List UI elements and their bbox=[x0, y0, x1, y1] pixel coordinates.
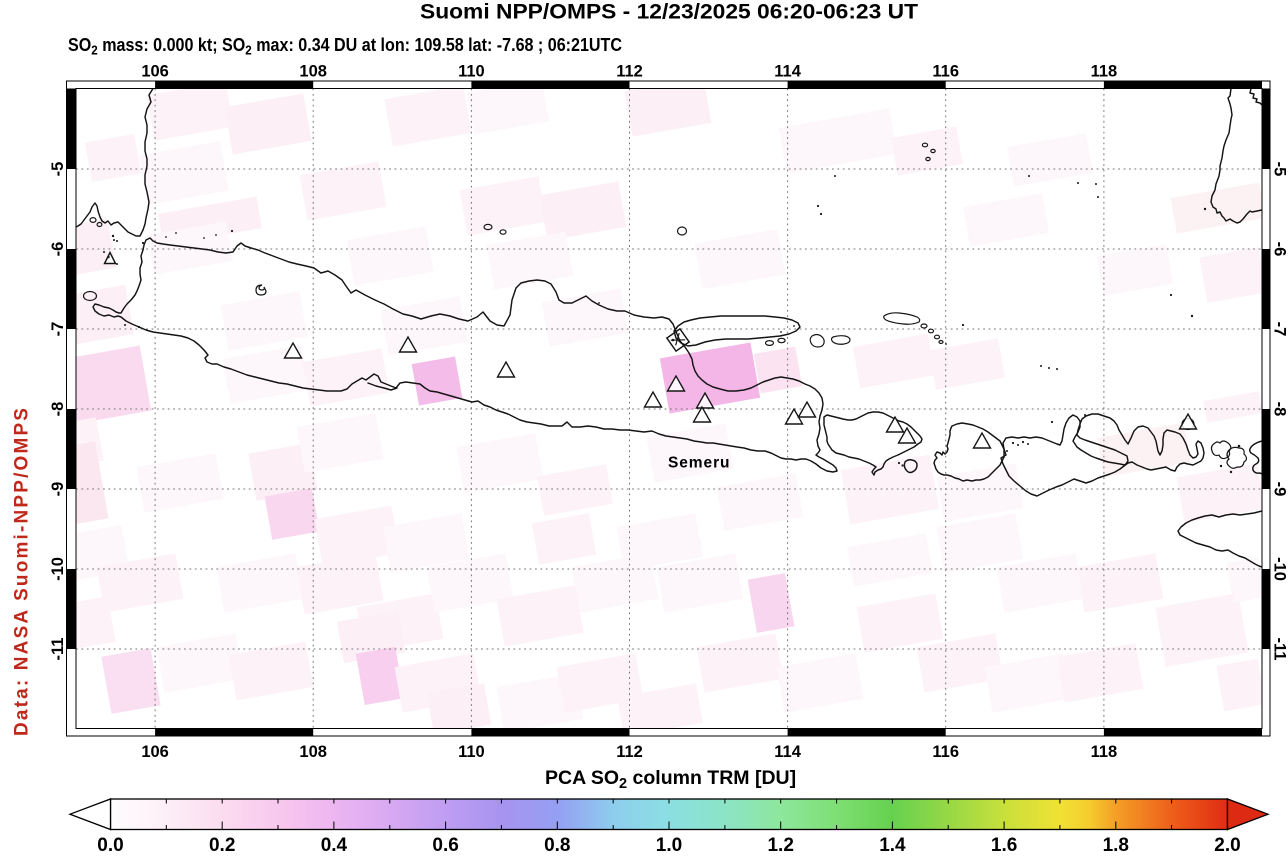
svg-text:118: 118 bbox=[1091, 63, 1118, 81]
svg-text:1.2: 1.2 bbox=[767, 835, 793, 855]
svg-text:110: 110 bbox=[458, 63, 485, 81]
svg-text:-7: -7 bbox=[49, 322, 67, 337]
svg-text:106: 106 bbox=[141, 63, 169, 81]
svg-text:0.6: 0.6 bbox=[432, 835, 458, 855]
svg-text:-11: -11 bbox=[1271, 638, 1288, 661]
svg-text:116: 116 bbox=[932, 743, 959, 761]
svg-text:-10: -10 bbox=[1271, 557, 1288, 581]
svg-text:0.8: 0.8 bbox=[544, 835, 570, 855]
svg-text:Data: NASA Suomi-NPP/OMPS: Data: NASA Suomi-NPP/OMPS bbox=[12, 408, 33, 736]
svg-text:1.0: 1.0 bbox=[656, 835, 682, 855]
svg-text:112: 112 bbox=[616, 743, 643, 761]
svg-text:0.4: 0.4 bbox=[321, 835, 348, 855]
svg-text:0.2: 0.2 bbox=[209, 835, 235, 855]
svg-text:-8: -8 bbox=[1271, 402, 1288, 417]
svg-text:-6: -6 bbox=[49, 242, 67, 257]
svg-text:-9: -9 bbox=[49, 482, 67, 497]
svg-text:112: 112 bbox=[616, 63, 643, 81]
svg-text:-9: -9 bbox=[1271, 482, 1288, 497]
svg-text:Suomi NPP/OMPS - 12/23/2025 06: Suomi NPP/OMPS - 12/23/2025 06:20-06:23 … bbox=[420, 0, 918, 24]
svg-text:114: 114 bbox=[774, 63, 801, 81]
svg-text:-8: -8 bbox=[49, 402, 67, 417]
svg-text:-5: -5 bbox=[49, 162, 67, 177]
svg-text:110: 110 bbox=[458, 743, 485, 761]
svg-text:1.8: 1.8 bbox=[1103, 835, 1129, 855]
svg-text:106: 106 bbox=[141, 743, 169, 761]
svg-text:116: 116 bbox=[932, 63, 959, 81]
svg-text:108: 108 bbox=[299, 743, 327, 761]
svg-text:Semeru: Semeru bbox=[668, 455, 730, 472]
svg-text:SO2 mass: 0.000 kt; SO2 max: 0: SO2 mass: 0.000 kt; SO2 max: 0.34 DU at … bbox=[68, 35, 622, 58]
svg-text:108: 108 bbox=[299, 63, 327, 81]
svg-text:-5: -5 bbox=[1271, 162, 1288, 177]
svg-text:1.6: 1.6 bbox=[991, 835, 1017, 855]
svg-text:-7: -7 bbox=[1271, 322, 1288, 337]
svg-text:0.0: 0.0 bbox=[97, 835, 123, 855]
svg-text:114: 114 bbox=[774, 743, 801, 761]
svg-text:-11: -11 bbox=[49, 638, 67, 661]
svg-text:1.4: 1.4 bbox=[879, 835, 906, 855]
svg-text:-10: -10 bbox=[49, 557, 67, 581]
svg-text:-6: -6 bbox=[1271, 242, 1288, 257]
svg-text:2.0: 2.0 bbox=[1214, 835, 1240, 855]
svg-text:118: 118 bbox=[1091, 743, 1118, 761]
svg-text:PCA SO2 column TRM [DU]: PCA SO2 column TRM [DU] bbox=[545, 767, 796, 792]
